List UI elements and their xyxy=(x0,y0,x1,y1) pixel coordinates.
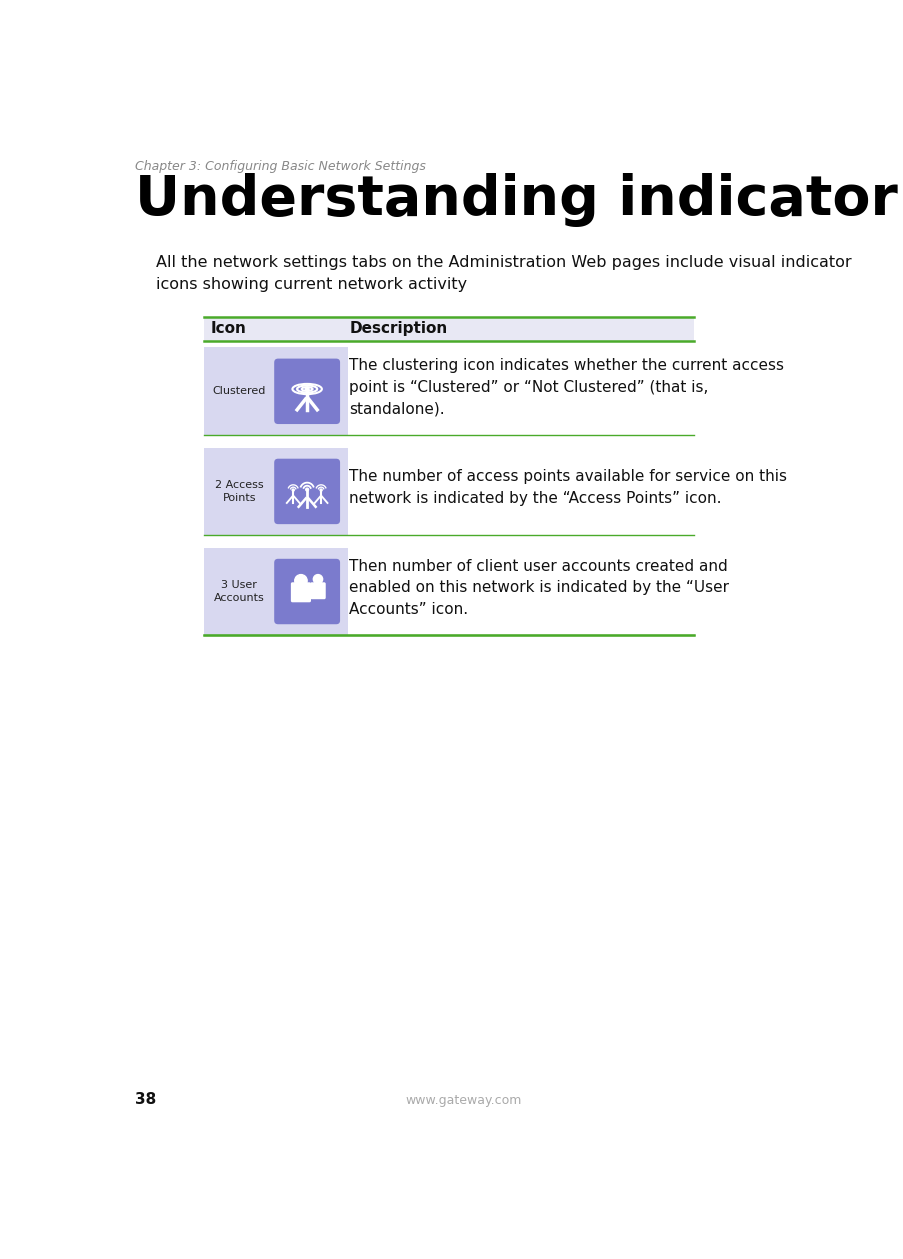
Text: 38: 38 xyxy=(135,1092,156,1107)
Circle shape xyxy=(320,488,321,491)
Text: Description: Description xyxy=(349,321,447,336)
Bar xyxy=(204,548,348,636)
FancyBboxPatch shape xyxy=(291,582,311,602)
Text: 2 Access: 2 Access xyxy=(215,480,264,490)
Text: Clustered: Clustered xyxy=(212,387,265,397)
Bar xyxy=(204,316,694,341)
Bar xyxy=(204,447,348,535)
Text: 3 User: 3 User xyxy=(221,580,257,590)
Circle shape xyxy=(305,387,309,392)
Text: Points: Points xyxy=(222,492,256,502)
Circle shape xyxy=(294,574,307,587)
Text: Understanding indicator icons: Understanding indicator icons xyxy=(135,172,903,227)
Text: All the network settings tabs on the Administration Web pages include visual ind: All the network settings tabs on the Adm… xyxy=(155,256,851,292)
Bar xyxy=(204,347,348,436)
FancyBboxPatch shape xyxy=(274,559,340,624)
FancyBboxPatch shape xyxy=(274,458,340,524)
Text: Icon: Icon xyxy=(210,321,247,336)
FancyBboxPatch shape xyxy=(274,359,340,424)
FancyBboxPatch shape xyxy=(310,582,325,599)
Text: Chapter 3: Configuring Basic Network Settings: Chapter 3: Configuring Basic Network Set… xyxy=(135,160,425,174)
Text: Then number of client user accounts created and
enabled on this network is indic: Then number of client user accounts crea… xyxy=(349,559,729,617)
Text: Accounts: Accounts xyxy=(214,593,265,603)
Circle shape xyxy=(305,488,308,491)
Text: www.gateway.com: www.gateway.com xyxy=(405,1094,521,1107)
Text: The number of access points available for service on this
network is indicated b: The number of access points available fo… xyxy=(349,470,787,506)
Circle shape xyxy=(292,488,293,491)
Circle shape xyxy=(313,574,322,584)
Text: The clustering icon indicates whether the current access
point is “Clustered” or: The clustering icon indicates whether th… xyxy=(349,359,784,417)
